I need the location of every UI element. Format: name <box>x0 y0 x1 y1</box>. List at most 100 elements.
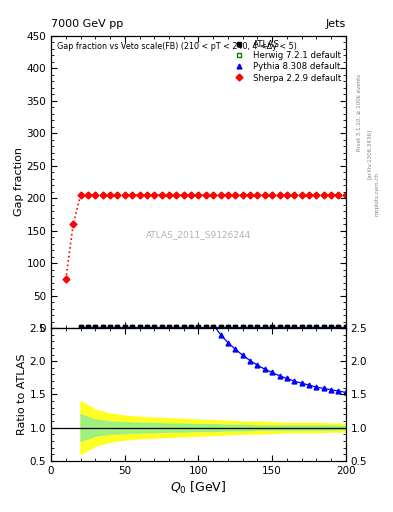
ATLAS <box>314 324 319 330</box>
ATLAS <box>86 324 90 330</box>
Pythia 8.308 default <box>307 324 311 330</box>
Sherpa 2.2.9 default <box>78 192 83 198</box>
Sherpa 2.2.9 default <box>292 192 297 198</box>
Herwig 7.2.1 default <box>123 324 127 330</box>
Sherpa 2.2.9 default <box>211 192 216 198</box>
Line: Pythia 8.308 default: Pythia 8.308 default <box>78 325 348 329</box>
Legend: ATLAS, Herwig 7.2.1 default, Pythia 8.308 default, Sherpa 2.2.9 default: ATLAS, Herwig 7.2.1 default, Pythia 8.30… <box>227 38 343 84</box>
Herwig 7.2.1 default <box>108 324 112 330</box>
Herwig 7.2.1 default <box>100 324 105 330</box>
Herwig 7.2.1 default <box>218 324 223 330</box>
ATLAS <box>196 324 201 330</box>
Herwig 7.2.1 default <box>314 324 319 330</box>
ATLAS <box>152 324 156 330</box>
Sherpa 2.2.9 default <box>241 192 245 198</box>
ATLAS <box>285 324 289 330</box>
Sherpa 2.2.9 default <box>307 192 311 198</box>
ATLAS <box>78 324 83 330</box>
Pythia 8.308 default <box>285 324 289 330</box>
Herwig 7.2.1 default <box>329 324 334 330</box>
Sherpa 2.2.9 default <box>277 192 282 198</box>
Pythia 8.308 default <box>115 324 120 330</box>
Pythia 8.308 default <box>226 324 230 330</box>
Sherpa 2.2.9 default <box>321 192 326 198</box>
Sherpa 2.2.9 default <box>108 192 112 198</box>
Pythia 8.308 default <box>196 324 201 330</box>
Sherpa 2.2.9 default <box>285 192 289 198</box>
Herwig 7.2.1 default <box>211 324 216 330</box>
Herwig 7.2.1 default <box>78 324 83 330</box>
Herwig 7.2.1 default <box>130 324 134 330</box>
ATLAS <box>137 324 142 330</box>
Herwig 7.2.1 default <box>93 324 98 330</box>
Pythia 8.308 default <box>233 324 238 330</box>
Sherpa 2.2.9 default <box>100 192 105 198</box>
ATLAS <box>204 324 208 330</box>
Herwig 7.2.1 default <box>189 324 193 330</box>
Sherpa 2.2.9 default <box>336 192 341 198</box>
Sherpa 2.2.9 default <box>115 192 120 198</box>
Sherpa 2.2.9 default <box>233 192 238 198</box>
Pythia 8.308 default <box>123 324 127 330</box>
Pythia 8.308 default <box>86 324 90 330</box>
ATLAS <box>108 324 112 330</box>
ATLAS <box>299 324 304 330</box>
Pythia 8.308 default <box>292 324 297 330</box>
ATLAS <box>233 324 238 330</box>
Pythia 8.308 default <box>255 324 260 330</box>
ATLAS <box>248 324 252 330</box>
Herwig 7.2.1 default <box>277 324 282 330</box>
Pythia 8.308 default <box>152 324 156 330</box>
Pythia 8.308 default <box>174 324 179 330</box>
Pythia 8.308 default <box>263 324 267 330</box>
ATLAS <box>270 324 275 330</box>
Text: Rivet 3.1.10, ≥ 100k events: Rivet 3.1.10, ≥ 100k events <box>357 74 362 151</box>
Herwig 7.2.1 default <box>159 324 164 330</box>
Sherpa 2.2.9 default <box>218 192 223 198</box>
ATLAS <box>189 324 193 330</box>
ATLAS <box>218 324 223 330</box>
Text: mcplots.cern.ch: mcplots.cern.ch <box>375 173 380 217</box>
Pythia 8.308 default <box>241 324 245 330</box>
Herwig 7.2.1 default <box>336 324 341 330</box>
ATLAS <box>307 324 311 330</box>
Herwig 7.2.1 default <box>233 324 238 330</box>
Pythia 8.308 default <box>248 324 252 330</box>
Sherpa 2.2.9 default <box>248 192 252 198</box>
Sherpa 2.2.9 default <box>270 192 275 198</box>
Herwig 7.2.1 default <box>292 324 297 330</box>
Y-axis label: Ratio to ATLAS: Ratio to ATLAS <box>17 354 27 435</box>
Pythia 8.308 default <box>159 324 164 330</box>
ATLAS <box>241 324 245 330</box>
Pythia 8.308 default <box>204 324 208 330</box>
Y-axis label: Gap fraction: Gap fraction <box>14 147 24 217</box>
Herwig 7.2.1 default <box>270 324 275 330</box>
Pythia 8.308 default <box>270 324 275 330</box>
Pythia 8.308 default <box>277 324 282 330</box>
Sherpa 2.2.9 default <box>174 192 179 198</box>
Herwig 7.2.1 default <box>241 324 245 330</box>
Sherpa 2.2.9 default <box>145 192 149 198</box>
Herwig 7.2.1 default <box>196 324 201 330</box>
Sherpa 2.2.9 default <box>343 192 348 198</box>
ATLAS <box>329 324 334 330</box>
Herwig 7.2.1 default <box>86 324 90 330</box>
Herwig 7.2.1 default <box>299 324 304 330</box>
Herwig 7.2.1 default <box>321 324 326 330</box>
Line: Sherpa 2.2.9 default: Sherpa 2.2.9 default <box>63 193 348 282</box>
ATLAS <box>336 324 341 330</box>
Herwig 7.2.1 default <box>137 324 142 330</box>
Herwig 7.2.1 default <box>182 324 186 330</box>
Text: 7000 GeV pp: 7000 GeV pp <box>51 18 123 29</box>
Sherpa 2.2.9 default <box>137 192 142 198</box>
Sherpa 2.2.9 default <box>123 192 127 198</box>
Herwig 7.2.1 default <box>263 324 267 330</box>
ATLAS <box>123 324 127 330</box>
ATLAS <box>130 324 134 330</box>
Pythia 8.308 default <box>211 324 216 330</box>
Sherpa 2.2.9 default <box>167 192 171 198</box>
Sherpa 2.2.9 default <box>71 221 75 227</box>
ATLAS <box>255 324 260 330</box>
ATLAS <box>226 324 230 330</box>
Herwig 7.2.1 default <box>343 324 348 330</box>
